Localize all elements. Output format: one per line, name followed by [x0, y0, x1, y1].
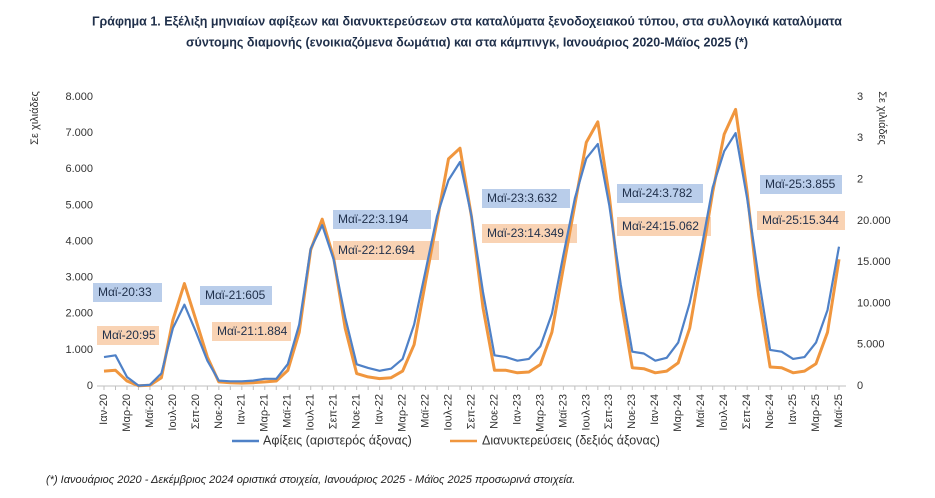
y-tick-label: 2.000 [65, 308, 93, 320]
y2-axis-label: Σε χιλιάδες [876, 91, 888, 145]
x-tick-label: Ιαν-23 [511, 394, 523, 425]
y2-tick-label: 2 [857, 173, 863, 185]
annotation-text: Μαϊ-20:33 [98, 285, 152, 299]
annotation-box [617, 184, 703, 203]
series-line [103, 132, 841, 387]
footnote: (*) Ιανουάριος 2020 - Δεκέμβριος 2024 ορ… [46, 474, 575, 486]
annotation-box [482, 224, 577, 243]
x-tick-label: Μαϊ-22 [419, 394, 431, 428]
annotations: Μαϊ-20:33 Μαϊ-20:95 Μαϊ-21:605 Μαϊ-21:1.884… [93, 175, 845, 345]
y-tick-label: 6.000 [65, 163, 93, 175]
annotation-text: Μαϊ-23:14.349 [487, 226, 564, 240]
x-tick-label: Νοε-20 [213, 394, 225, 429]
annotation-box [482, 189, 570, 208]
x-tick-label: Μαϊ-21 [282, 394, 294, 428]
y-axis-label: Σε χιλιάδες [29, 91, 41, 145]
annotation-text: Μαϊ-22:3.194 [338, 212, 409, 226]
x-tick-label: Μαρ-24 [672, 394, 684, 432]
x-tick-label: Σεπ-24 [741, 394, 753, 429]
y2-tick-label: 5.000 [857, 339, 885, 351]
x-tick-label: Ιουλ-24 [718, 394, 730, 431]
annotation-box [333, 210, 431, 229]
y-tick-label: 5.000 [65, 199, 93, 211]
y2-tick-label: 3 [857, 132, 863, 144]
x-tick-label: Σεπ-23 [603, 394, 615, 429]
x-tick-label: Μαϊ-20 [144, 394, 156, 428]
annotation-box [212, 322, 291, 341]
x-tick-label: Ιουλ-20 [167, 394, 179, 431]
annotation-text: Μαϊ-23:3.632 [487, 191, 558, 205]
chart-title: Γράφημα 1. Εξέλιξη μηνιαίων αφίξεων και … [92, 14, 842, 28]
y-tick-label: 0 [87, 380, 93, 392]
x-tick-label: Ιουλ-22 [442, 394, 454, 431]
x-tick-label: Ιαν-21 [236, 394, 248, 425]
x-tick-label: Σεπ-22 [465, 394, 477, 429]
x-tick-label: Ιαν-24 [649, 394, 661, 425]
x-tick-label: Νοε-22 [488, 394, 500, 429]
annotation-text: Μαϊ-24:15.062 [622, 219, 699, 233]
x-tick-label: Σεπ-20 [190, 394, 202, 429]
x-tick-label: Μαϊ-25 [833, 394, 845, 428]
x-tick-label: Μαρ-25 [810, 394, 822, 432]
y-tick-label: 8.000 [65, 91, 93, 103]
x-tick-label: Ιαν-25 [787, 394, 799, 425]
x-tick-label: Νοε-23 [626, 394, 638, 429]
x-tick-label: Ιουλ-23 [580, 394, 592, 431]
annotation-text: Μαϊ-25:3.855 [765, 177, 836, 191]
y2-tick-label: 0 [857, 380, 863, 392]
x-tick-label: Νοε-24 [764, 394, 776, 429]
y-tick-label: 7.000 [65, 127, 93, 139]
annotation-box [200, 286, 272, 305]
y2-tick-label: 15.000 [857, 256, 891, 268]
y2-tick-label: 3 [857, 91, 863, 103]
x-tick-label: Ιουλ-21 [305, 394, 317, 431]
x-tick-label: Νοε-21 [351, 394, 363, 429]
legend-label: Αφίξεις (αριστερός άξονας) [263, 433, 412, 447]
annotation-box [333, 241, 439, 260]
x-tick-label: Ιαν-22 [374, 394, 386, 425]
x-tick-label: Ιαν-20 [98, 394, 110, 425]
annotation-text: Μαϊ-24:3.782 [622, 186, 693, 200]
y2-tick-label: 10.000 [857, 297, 891, 309]
annotation-box [757, 211, 845, 230]
annotation-box [617, 217, 711, 236]
x-tick-label: Μαρ-20 [121, 394, 133, 432]
chart-subtitle: σύντομης διαμονής (ενοικιαζόμενα δωμάτια… [186, 35, 748, 49]
annotation-box [760, 175, 842, 194]
annotation-text: Μαϊ-25:15.344 [762, 213, 839, 227]
annotation-box [93, 283, 162, 302]
annotation-text: Μαϊ-22:12.694 [338, 243, 415, 257]
annotation-box [97, 326, 159, 345]
y-tick-label: 4.000 [65, 235, 93, 247]
y-tick-label: 1.000 [65, 344, 93, 356]
annotation-text: Μαϊ-21:605 [205, 288, 266, 302]
x-tick-label: Μαρ-22 [397, 394, 409, 432]
series-line [103, 107, 841, 388]
x-tick-label: Μαρ-21 [259, 394, 271, 432]
annotation-text: Μαϊ-20:95 [102, 328, 156, 342]
legend-label: Διανυκτερεύσεις (δεξιός άξονας) [482, 433, 660, 447]
y-tick-label: 3.000 [65, 272, 93, 284]
x-tick-label: Μαρ-23 [534, 394, 546, 432]
x-tick-label: Σεπ-21 [328, 394, 340, 429]
y2-tick-label: 20.000 [857, 215, 891, 227]
x-tick-label: Μαϊ-23 [557, 394, 569, 428]
x-tick-label: Μαϊ-24 [695, 394, 707, 428]
annotation-text: Μαϊ-21:1.884 [217, 324, 288, 338]
